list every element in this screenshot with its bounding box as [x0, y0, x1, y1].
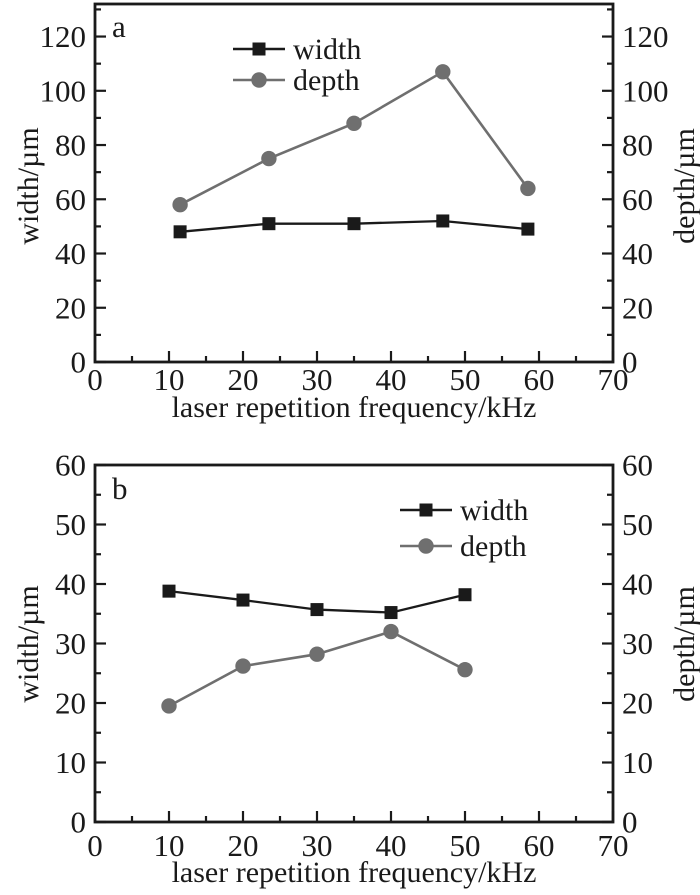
x-tick-label: 40: [376, 362, 407, 397]
legend-marker: [418, 538, 434, 554]
y-right-tick-label: 40: [622, 236, 653, 271]
y-left-tick-label: 20: [55, 290, 86, 325]
y-right-tick-label: 20: [622, 686, 653, 721]
x-tick-label: 70: [598, 828, 629, 863]
legend-marker: [251, 72, 267, 88]
y-left-tick-label: 20: [55, 686, 86, 721]
x-tick-label: 40: [376, 828, 407, 863]
y-right-tick-label: 10: [622, 745, 653, 780]
depth-data-marker: [161, 698, 177, 714]
x-tick-label: 70: [598, 362, 629, 397]
legend-label: depth: [293, 64, 360, 97]
y-right-tick-label: 80: [622, 128, 653, 163]
x-tick-label: 50: [450, 828, 481, 863]
depth-series-line: [168, 630, 466, 708]
legend-label: depth: [460, 530, 527, 563]
y-axis-title-left: width/µm: [12, 585, 45, 702]
panel-letter: b: [112, 471, 128, 506]
x-tick-label: 10: [154, 362, 185, 397]
x-tick-label: 30: [302, 362, 333, 397]
panel-letter: a: [112, 9, 126, 44]
legend-marker: [419, 503, 433, 517]
y-left-tick-label: 0: [71, 805, 87, 840]
x-tick-label: 0: [87, 362, 103, 397]
depth-data-marker: [261, 150, 277, 167]
x-tick-label: 30: [302, 828, 333, 863]
y-left-tick-label: 50: [55, 507, 86, 542]
depth-data-marker: [383, 623, 399, 640]
y-left-tick-label: 0: [71, 345, 87, 380]
depth-data-marker: [235, 658, 251, 674]
y-axis-title-right: depth/µm: [668, 128, 700, 244]
legend-label: width: [293, 33, 361, 66]
depth-data-marker: [457, 661, 473, 678]
width-data-marker: [262, 217, 276, 231]
y-left-tick-label: 60: [55, 448, 86, 483]
width-data-marker: [310, 603, 324, 617]
width-data-marker: [347, 217, 361, 231]
width-data-marker: [173, 225, 187, 239]
depth-data-marker: [435, 64, 451, 80]
legend-label: width: [460, 494, 528, 527]
x-tick-label: 60: [524, 362, 555, 397]
y-left-tick-label: 120: [40, 19, 87, 54]
legend-item-depth: depth: [400, 530, 527, 563]
y-left-tick-label: 40: [55, 567, 86, 602]
depth-data-marker: [346, 115, 362, 132]
legend-item-depth: depth: [233, 64, 360, 97]
width-data-marker: [236, 593, 250, 607]
y-axis-title-left: width/µm: [12, 127, 45, 244]
y-right-tick-label: 60: [622, 448, 653, 483]
x-tick-label: 50: [450, 362, 481, 397]
x-tick-label: 10: [154, 828, 185, 863]
x-tick-label: 20: [228, 828, 259, 863]
x-axis-title: laser repetition frequency/kHz: [172, 856, 537, 889]
y-left-tick-label: 40: [55, 236, 86, 271]
y-left-tick-label: 80: [55, 128, 86, 163]
y-right-tick-label: 120: [622, 19, 669, 54]
depth-data-marker: [309, 646, 325, 662]
x-tick-label: 20: [228, 362, 259, 397]
depth-data-marker: [172, 196, 188, 213]
y-right-tick-label: 0: [622, 805, 638, 840]
width-data-marker: [458, 588, 472, 602]
y-right-tick-label: 0: [622, 345, 638, 380]
y-right-tick-label: 30: [622, 626, 653, 661]
y-right-tick-label: 50: [622, 507, 653, 542]
depth-data-marker: [520, 180, 536, 197]
width-data-marker: [521, 222, 535, 236]
y-left-tick-label: 10: [55, 745, 86, 780]
x-tick-label: 60: [524, 828, 555, 863]
legend-item-width: width: [400, 494, 528, 527]
y-left-tick-label: 100: [40, 73, 87, 108]
y-right-tick-label: 40: [622, 567, 653, 602]
y-right-tick-label: 100: [622, 73, 669, 108]
legend-item-width: width: [233, 33, 361, 66]
legend-marker: [252, 42, 266, 56]
x-tick-label: 0: [87, 828, 103, 863]
y-left-tick-label: 60: [55, 182, 86, 217]
x-axis-title: laser repetition frequency/kHz: [172, 391, 537, 424]
y-left-tick-label: 30: [55, 626, 86, 661]
width-data-marker: [162, 584, 176, 598]
width-data-marker: [384, 606, 398, 620]
width-data-marker: [436, 214, 450, 228]
y-right-tick-label: 20: [622, 290, 653, 325]
y-right-tick-label: 60: [622, 182, 653, 217]
y-axis-title-right: depth/µm: [668, 586, 700, 702]
